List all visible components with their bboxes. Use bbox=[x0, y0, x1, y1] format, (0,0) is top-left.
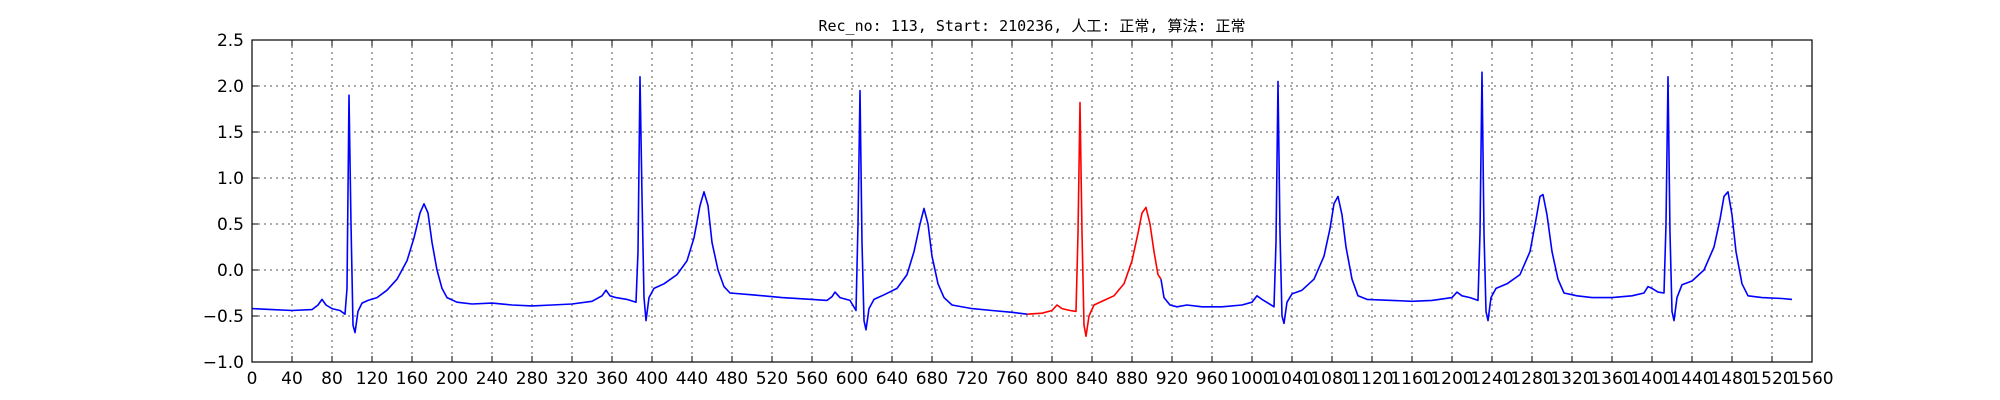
y-tick-label: −1.0 bbox=[203, 353, 244, 373]
x-tick-label: 1280 bbox=[1510, 369, 1553, 389]
x-tick-label: 1000 bbox=[1230, 369, 1273, 389]
x-tick-label: 320 bbox=[556, 369, 588, 389]
x-tick-label: 1400 bbox=[1630, 369, 1673, 389]
x-tick-label: 1480 bbox=[1710, 369, 1753, 389]
y-tick-label: 1.0 bbox=[217, 169, 244, 189]
x-tick-label: 920 bbox=[1156, 369, 1188, 389]
series-layer bbox=[251, 71, 1793, 337]
x-axis: 0 40 80 120 160 200 240 280 320 360 400 440 480 520 56… bbox=[247, 40, 1834, 389]
y-tick-label: −0.5 bbox=[203, 307, 244, 327]
x-tick-label: 1200 bbox=[1430, 369, 1473, 389]
x-tick-label: 720 bbox=[956, 369, 988, 389]
x-tick-label: 560 bbox=[796, 369, 828, 389]
x-tick-label: 200 bbox=[436, 369, 468, 389]
x-tick-label: 1040 bbox=[1270, 369, 1313, 389]
y-axis: 2.5 2.0 1.5 1.0 0.5 0.0 −0.5 −1.0 bbox=[203, 31, 1812, 373]
series-line-3 bbox=[1160, 71, 1793, 325]
x-tick-label: 1360 bbox=[1590, 369, 1633, 389]
series-line-2 bbox=[1026, 101, 1162, 337]
x-tick-label: 120 bbox=[356, 369, 388, 389]
x-tick-label: 640 bbox=[876, 369, 908, 389]
x-tick-label: 240 bbox=[476, 369, 508, 389]
x-tick-label: 840 bbox=[1076, 369, 1108, 389]
x-tick-label: 480 bbox=[716, 369, 748, 389]
x-tick-label: 160 bbox=[396, 369, 428, 389]
y-tick-label: 0.0 bbox=[217, 261, 244, 281]
x-tick-label: 1560 bbox=[1790, 369, 1833, 389]
x-tick-label: 960 bbox=[1196, 369, 1228, 389]
x-tick-label: 440 bbox=[676, 369, 708, 389]
x-tick-label: 520 bbox=[756, 369, 788, 389]
x-tick-label: 400 bbox=[636, 369, 668, 389]
x-tick-label: 1120 bbox=[1350, 369, 1393, 389]
x-tick-label: 800 bbox=[1036, 369, 1068, 389]
series-line-1 bbox=[251, 76, 1028, 334]
x-tick-label: 1320 bbox=[1550, 369, 1593, 389]
plot-frame bbox=[251, 39, 1813, 363]
x-tick-label: 680 bbox=[916, 369, 948, 389]
x-tick-label: 1080 bbox=[1310, 369, 1353, 389]
x-tick-label: 1240 bbox=[1470, 369, 1513, 389]
x-tick-label: 880 bbox=[1116, 369, 1148, 389]
x-tick-label: 760 bbox=[996, 369, 1028, 389]
x-tick-label: 1160 bbox=[1390, 369, 1433, 389]
x-tick-label: 1440 bbox=[1670, 369, 1713, 389]
x-tick-label: 280 bbox=[516, 369, 548, 389]
x-tick-label: 360 bbox=[596, 369, 628, 389]
x-tick-label: 600 bbox=[836, 369, 868, 389]
chart-title: Rec_no: 113, Start: 210236, 人工: 正常, 算法: … bbox=[818, 17, 1245, 35]
y-tick-label: 2.0 bbox=[217, 77, 244, 97]
y-tick-label: 0.5 bbox=[217, 215, 244, 235]
x-tick-label: 0 bbox=[247, 369, 258, 389]
y-tick-label: 2.5 bbox=[217, 31, 244, 51]
x-tick-label: 80 bbox=[321, 369, 343, 389]
y-tick-label: 1.5 bbox=[217, 123, 244, 143]
x-tick-label: 40 bbox=[281, 369, 303, 389]
x-tick-label: 1520 bbox=[1750, 369, 1793, 389]
